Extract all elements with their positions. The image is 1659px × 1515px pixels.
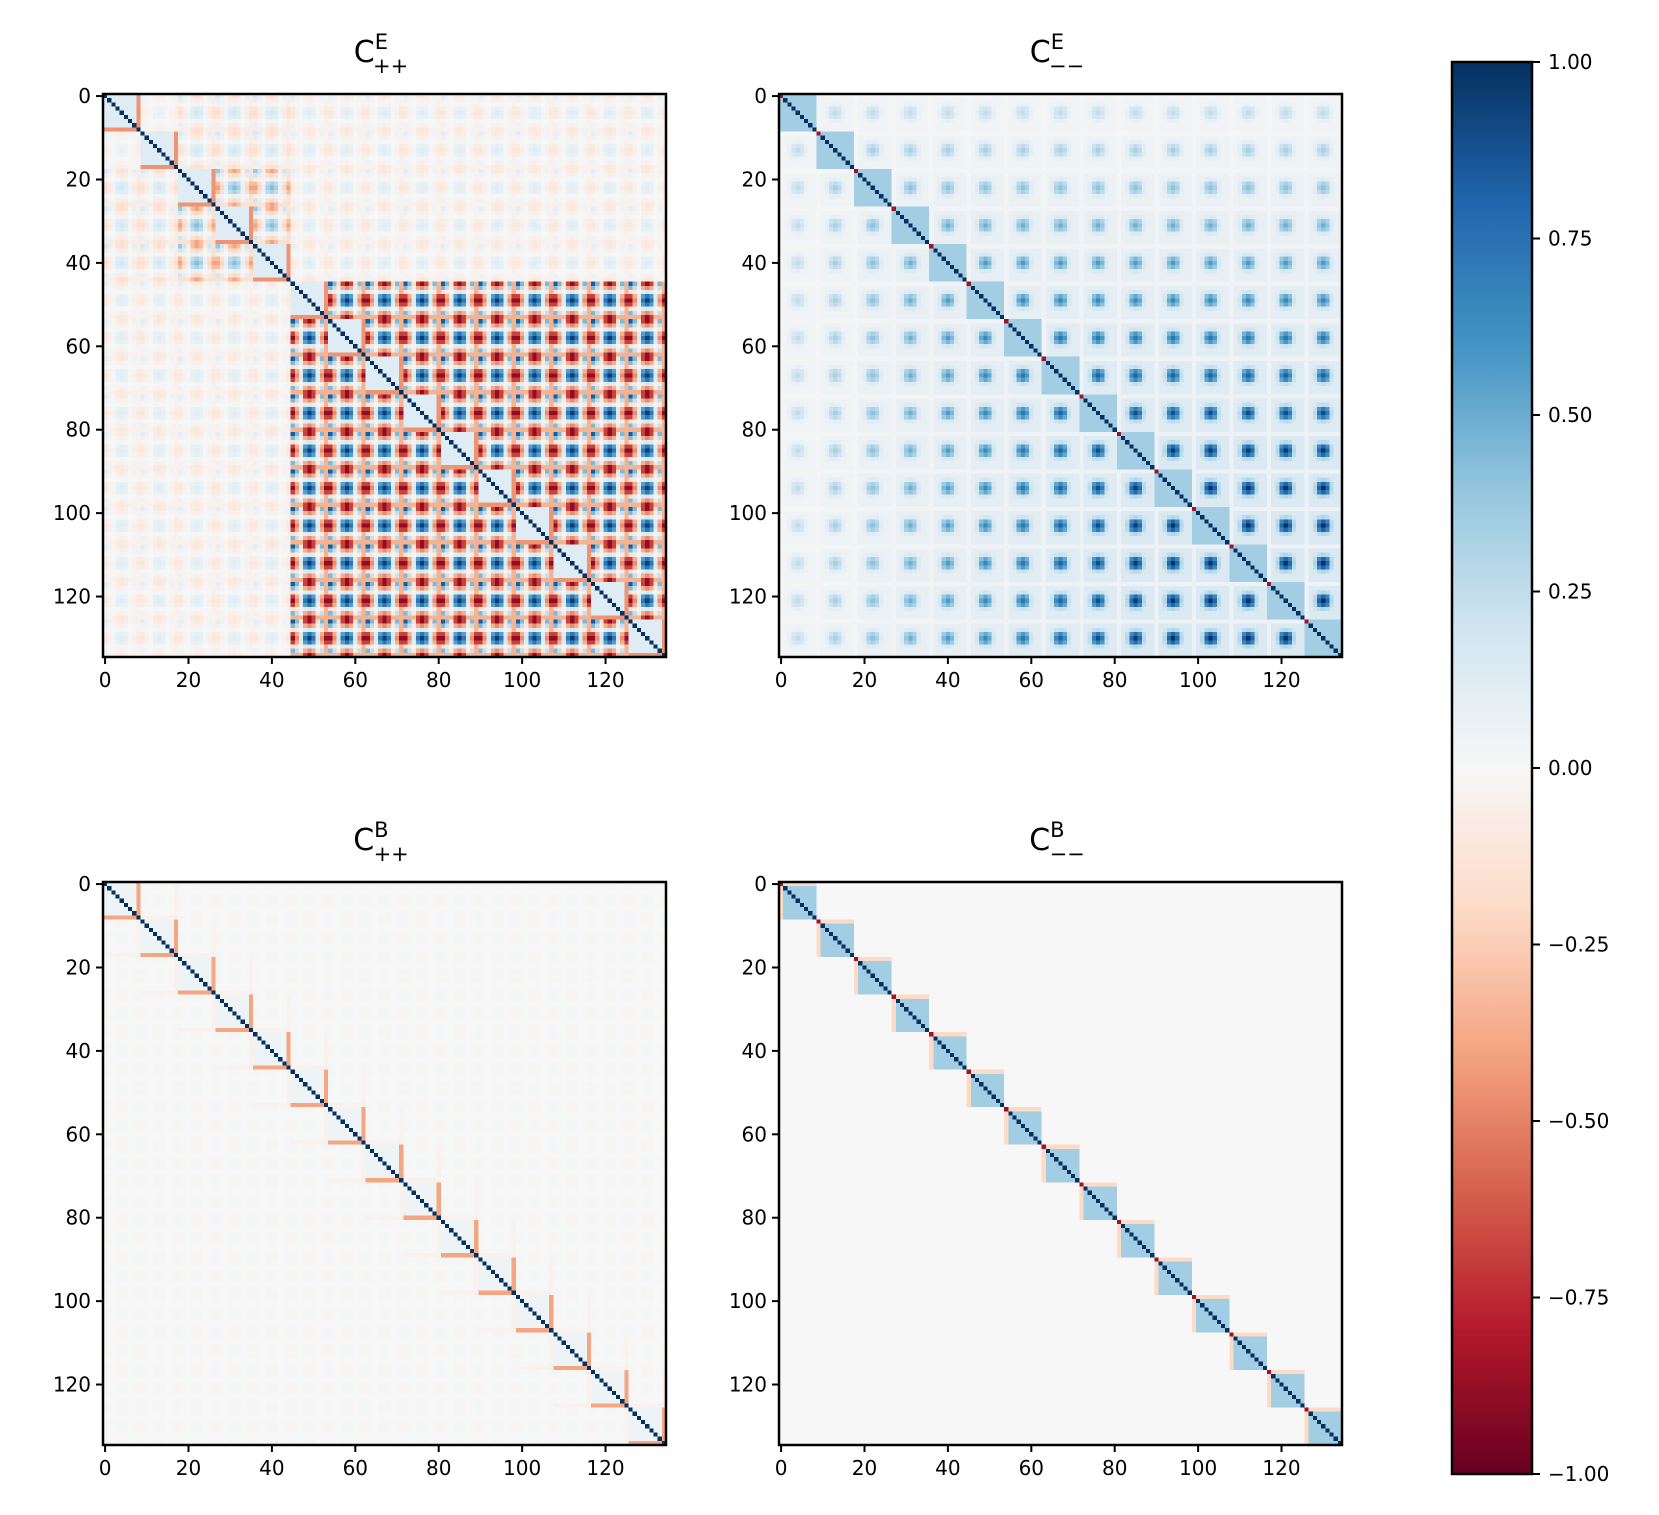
y-tick-label: 40 bbox=[66, 1039, 91, 1063]
panel-b-pp-frame bbox=[101, 880, 668, 1447]
x-tick-label: 60 bbox=[343, 1456, 368, 1480]
y-tick-label: 120 bbox=[729, 1373, 767, 1397]
y-tick-label: 20 bbox=[742, 955, 767, 979]
y-tick-label: 120 bbox=[729, 585, 767, 609]
x-tick-label: 100 bbox=[1179, 1456, 1217, 1480]
y-tick-label: 20 bbox=[742, 167, 767, 191]
colorbar-tick-label: 1.00 bbox=[1548, 50, 1593, 74]
y-tick-label: 40 bbox=[742, 251, 767, 275]
x-tick-label: 100 bbox=[503, 1456, 541, 1480]
x-tick-label: 80 bbox=[426, 668, 451, 692]
y-tick-label: 40 bbox=[66, 251, 91, 275]
x-tick-label: 60 bbox=[1019, 1456, 1044, 1480]
y-tick-label: 20 bbox=[66, 955, 91, 979]
y-tick-label: 80 bbox=[742, 1206, 767, 1230]
x-tick-label: 120 bbox=[586, 668, 624, 692]
panel-e-pp-frame bbox=[101, 92, 668, 659]
y-tick-label: 0 bbox=[754, 872, 767, 896]
x-tick-label: 40 bbox=[259, 668, 284, 692]
colorbar-gradient bbox=[1450, 60, 1534, 1476]
x-tick-label: 100 bbox=[1179, 668, 1217, 692]
y-tick-label: 0 bbox=[754, 84, 767, 108]
x-tick-label: 40 bbox=[259, 1456, 284, 1480]
x-tick-label: 0 bbox=[99, 1456, 112, 1480]
panel-b-pp-heatmap bbox=[103, 882, 666, 1445]
y-tick-label: 60 bbox=[66, 1122, 91, 1146]
colorbar-tick-label: −1.00 bbox=[1548, 1462, 1609, 1486]
colorbar-tick-label: −0.25 bbox=[1548, 933, 1609, 957]
x-tick-label: 80 bbox=[1102, 668, 1127, 692]
y-tick-label: 100 bbox=[729, 1289, 767, 1313]
y-tick-label: 0 bbox=[78, 872, 91, 896]
x-tick-label: 60 bbox=[343, 668, 368, 692]
panel-e-mm-title: CE −− bbox=[1030, 30, 1084, 78]
y-tick-label: 120 bbox=[53, 1373, 91, 1397]
y-tick-label: 40 bbox=[742, 1039, 767, 1063]
colorbar-tick-label: 0.25 bbox=[1548, 580, 1593, 604]
panel-e-pp-title: CE ++ bbox=[354, 30, 408, 78]
panel-b-pp-title: CB ++ bbox=[353, 818, 409, 866]
y-tick-label: 60 bbox=[66, 334, 91, 358]
x-tick-label: 20 bbox=[852, 1456, 877, 1480]
x-tick-label: 20 bbox=[176, 1456, 201, 1480]
x-tick-label: 120 bbox=[586, 1456, 624, 1480]
panel-e-mm: CE −− 0 20 40 60 80 100 120 0 20 40 60 80 100 120 bbox=[729, 30, 1344, 692]
x-tick-label: 0 bbox=[775, 668, 788, 692]
x-tick-label: 0 bbox=[99, 668, 112, 692]
colorbar-tick-label: −0.75 bbox=[1548, 1286, 1609, 1310]
y-tick-label: 100 bbox=[53, 1289, 91, 1313]
y-tick-label: 80 bbox=[742, 418, 767, 442]
colorbar: 1.00 0.75 0.50 0.25 0.00 −0.25 −0.50 −0.75 −1.00 bbox=[1450, 50, 1609, 1486]
colorbar-tick-label: 0.50 bbox=[1548, 403, 1593, 427]
y-tick-label: 80 bbox=[66, 418, 91, 442]
y-tick-label: 100 bbox=[53, 501, 91, 525]
y-tick-label: 60 bbox=[742, 334, 767, 358]
panel-b-mm: CB −− 0 20 40 60 80 100 120 0 20 40 60 80 100 120 bbox=[729, 818, 1344, 1480]
x-tick-label: 40 bbox=[935, 1456, 960, 1480]
x-tick-label: 0 bbox=[775, 1456, 788, 1480]
y-tick-label: 80 bbox=[66, 1206, 91, 1230]
colorbar-tick-label: −0.50 bbox=[1548, 1109, 1609, 1133]
panel-b-mm-title: CB −− bbox=[1029, 818, 1085, 866]
panel-e-pp-heatmap bbox=[103, 94, 666, 657]
panel-b-mm-frame bbox=[777, 880, 1344, 1447]
x-tick-label: 80 bbox=[1102, 1456, 1127, 1480]
y-tick-label: 100 bbox=[729, 501, 767, 525]
panel-b-mm-heatmap bbox=[779, 882, 1342, 1445]
panel-e-mm-heatmap bbox=[779, 94, 1342, 657]
x-tick-label: 120 bbox=[1262, 1456, 1300, 1480]
colorbar-tick-label: 0.75 bbox=[1548, 227, 1593, 251]
y-tick-label: 120 bbox=[53, 585, 91, 609]
x-tick-label: 100 bbox=[503, 668, 541, 692]
y-tick-label: 20 bbox=[66, 167, 91, 191]
panel-b-pp: CB ++ 0 20 40 60 80 100 120 0 20 40 60 80 100 120 bbox=[53, 818, 668, 1480]
x-tick-label: 20 bbox=[176, 668, 201, 692]
x-tick-label: 120 bbox=[1262, 668, 1300, 692]
x-tick-label: 20 bbox=[852, 668, 877, 692]
x-tick-label: 80 bbox=[426, 1456, 451, 1480]
x-tick-label: 60 bbox=[1019, 668, 1044, 692]
x-tick-label: 40 bbox=[935, 668, 960, 692]
panel-e-pp: CE ++ 0 20 40 60 80 100 120 0 20 40 60 80 100 120 bbox=[53, 30, 668, 692]
y-tick-label: 0 bbox=[78, 84, 91, 108]
y-tick-label: 60 bbox=[742, 1122, 767, 1146]
colorbar-tick-label: 0.00 bbox=[1548, 756, 1593, 780]
panel-e-mm-frame bbox=[777, 92, 1344, 659]
